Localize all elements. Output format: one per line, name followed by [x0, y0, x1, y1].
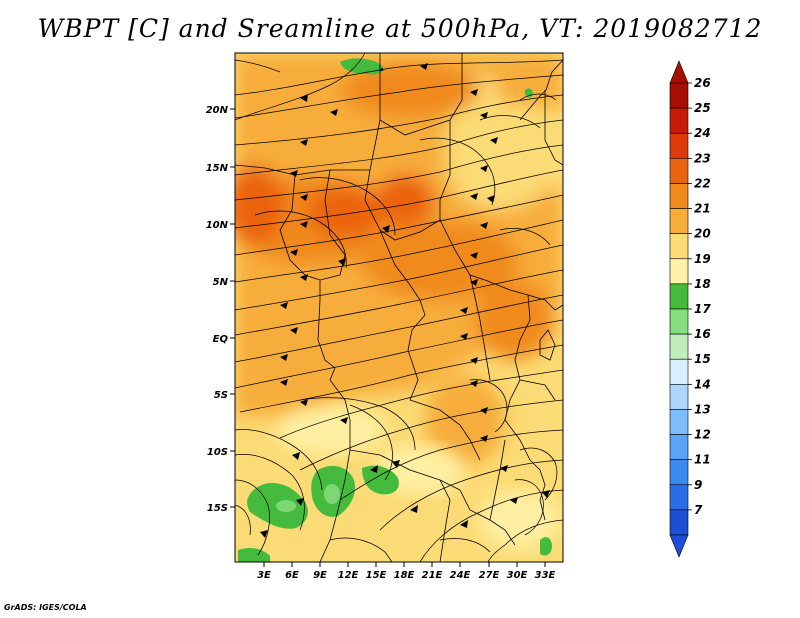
- colorbar-cell: [669, 459, 689, 486]
- lon-label-12e: 12E: [338, 570, 359, 581]
- lon-label-6e: 6E: [285, 570, 299, 581]
- lon-label-33e: 33E: [535, 570, 556, 581]
- lon-axis: 3E 6E 9E 12E 15E 18E 21E 24E 27E 30E 33E: [257, 562, 556, 581]
- lat-label-5n: 5N: [213, 277, 229, 288]
- colorbar-label: 18: [694, 277, 711, 291]
- colorbar-cell: [669, 107, 689, 134]
- colorbar-label: 24: [694, 126, 711, 140]
- colorbar-label: 15: [694, 352, 711, 366]
- colorbar-cell: [669, 484, 689, 511]
- lon-label-24e: 24E: [450, 570, 471, 581]
- colorbar-cell: [669, 434, 689, 460]
- colorbar-cell: [669, 308, 689, 335]
- lat-label-15s: 15S: [207, 503, 228, 514]
- lon-label-15e: 15E: [366, 570, 387, 581]
- colorbar-cell: [669, 158, 689, 184]
- colorbar-label: 9: [694, 478, 702, 492]
- streamlines: [235, 53, 563, 562]
- colorbar-min-arrow: [669, 534, 689, 558]
- colorbar-label: 23: [694, 151, 711, 165]
- colorbar-cell: [669, 258, 689, 285]
- colorbar-cell: [669, 208, 689, 234]
- colorbar-cell: [669, 233, 689, 260]
- colorbar-label: 26: [694, 76, 711, 90]
- colorbar-label: 21: [694, 202, 711, 216]
- lat-label-5s: 5S: [214, 390, 228, 401]
- colorbar: 26 25 24 23 22 21 20 19 18 17 16 15 14 13 12 11 9 7: [669, 60, 711, 558]
- wbpt-shading: [235, 53, 563, 562]
- colorbar-label: 14: [694, 377, 711, 391]
- lat-label-10n: 10N: [206, 220, 229, 231]
- colorbar-label: 17: [694, 302, 711, 316]
- colorbar-label: 22: [694, 176, 711, 190]
- lon-label-21e: 21E: [422, 570, 443, 581]
- lat-label-10s: 10S: [207, 447, 228, 458]
- colorbar-cell: [669, 283, 689, 310]
- colorbar-label: 25: [694, 101, 711, 115]
- lon-label-3e: 3E: [257, 570, 271, 581]
- colorbar-cell: [669, 82, 689, 109]
- plot-frame: [234, 52, 564, 563]
- colorbar-cell: [669, 183, 689, 209]
- colorbar-label: 12: [694, 428, 711, 442]
- lat-label-15n: 15N: [206, 163, 229, 174]
- colorbar-label: 19: [694, 252, 711, 266]
- colorbar-label: 7: [694, 503, 703, 517]
- colorbar-label: 16: [694, 327, 711, 341]
- lat-axis: 20N 15N 10N 5N EQ 5S 10S 15S: [206, 105, 235, 514]
- colorbar-label: 13: [694, 402, 711, 416]
- colorbar-label: 11: [694, 453, 711, 467]
- lon-label-30e: 30E: [507, 570, 528, 581]
- colorbar-max-arrow: [669, 60, 689, 84]
- colorbar-cell: [669, 384, 689, 410]
- colorbar-label: 20: [694, 227, 711, 241]
- colorbar-cell: [669, 132, 689, 159]
- colorbar-cell: [669, 409, 689, 435]
- colorbar-cell: [669, 509, 689, 536]
- chart-title: WBPT [C] and Sreamline at 500hPa, VT: 20…: [37, 14, 763, 43]
- grads-credit: GrADS: IGES/COLA: [4, 603, 87, 612]
- colorbar-cell: [669, 333, 689, 360]
- colorbar-cell: [669, 358, 689, 385]
- lon-label-18e: 18E: [394, 570, 415, 581]
- lat-label-eq: EQ: [213, 334, 229, 345]
- lon-label-9e: 9E: [313, 570, 327, 581]
- lon-label-27e: 27E: [479, 570, 500, 581]
- lat-label-20n: 20N: [206, 105, 229, 116]
